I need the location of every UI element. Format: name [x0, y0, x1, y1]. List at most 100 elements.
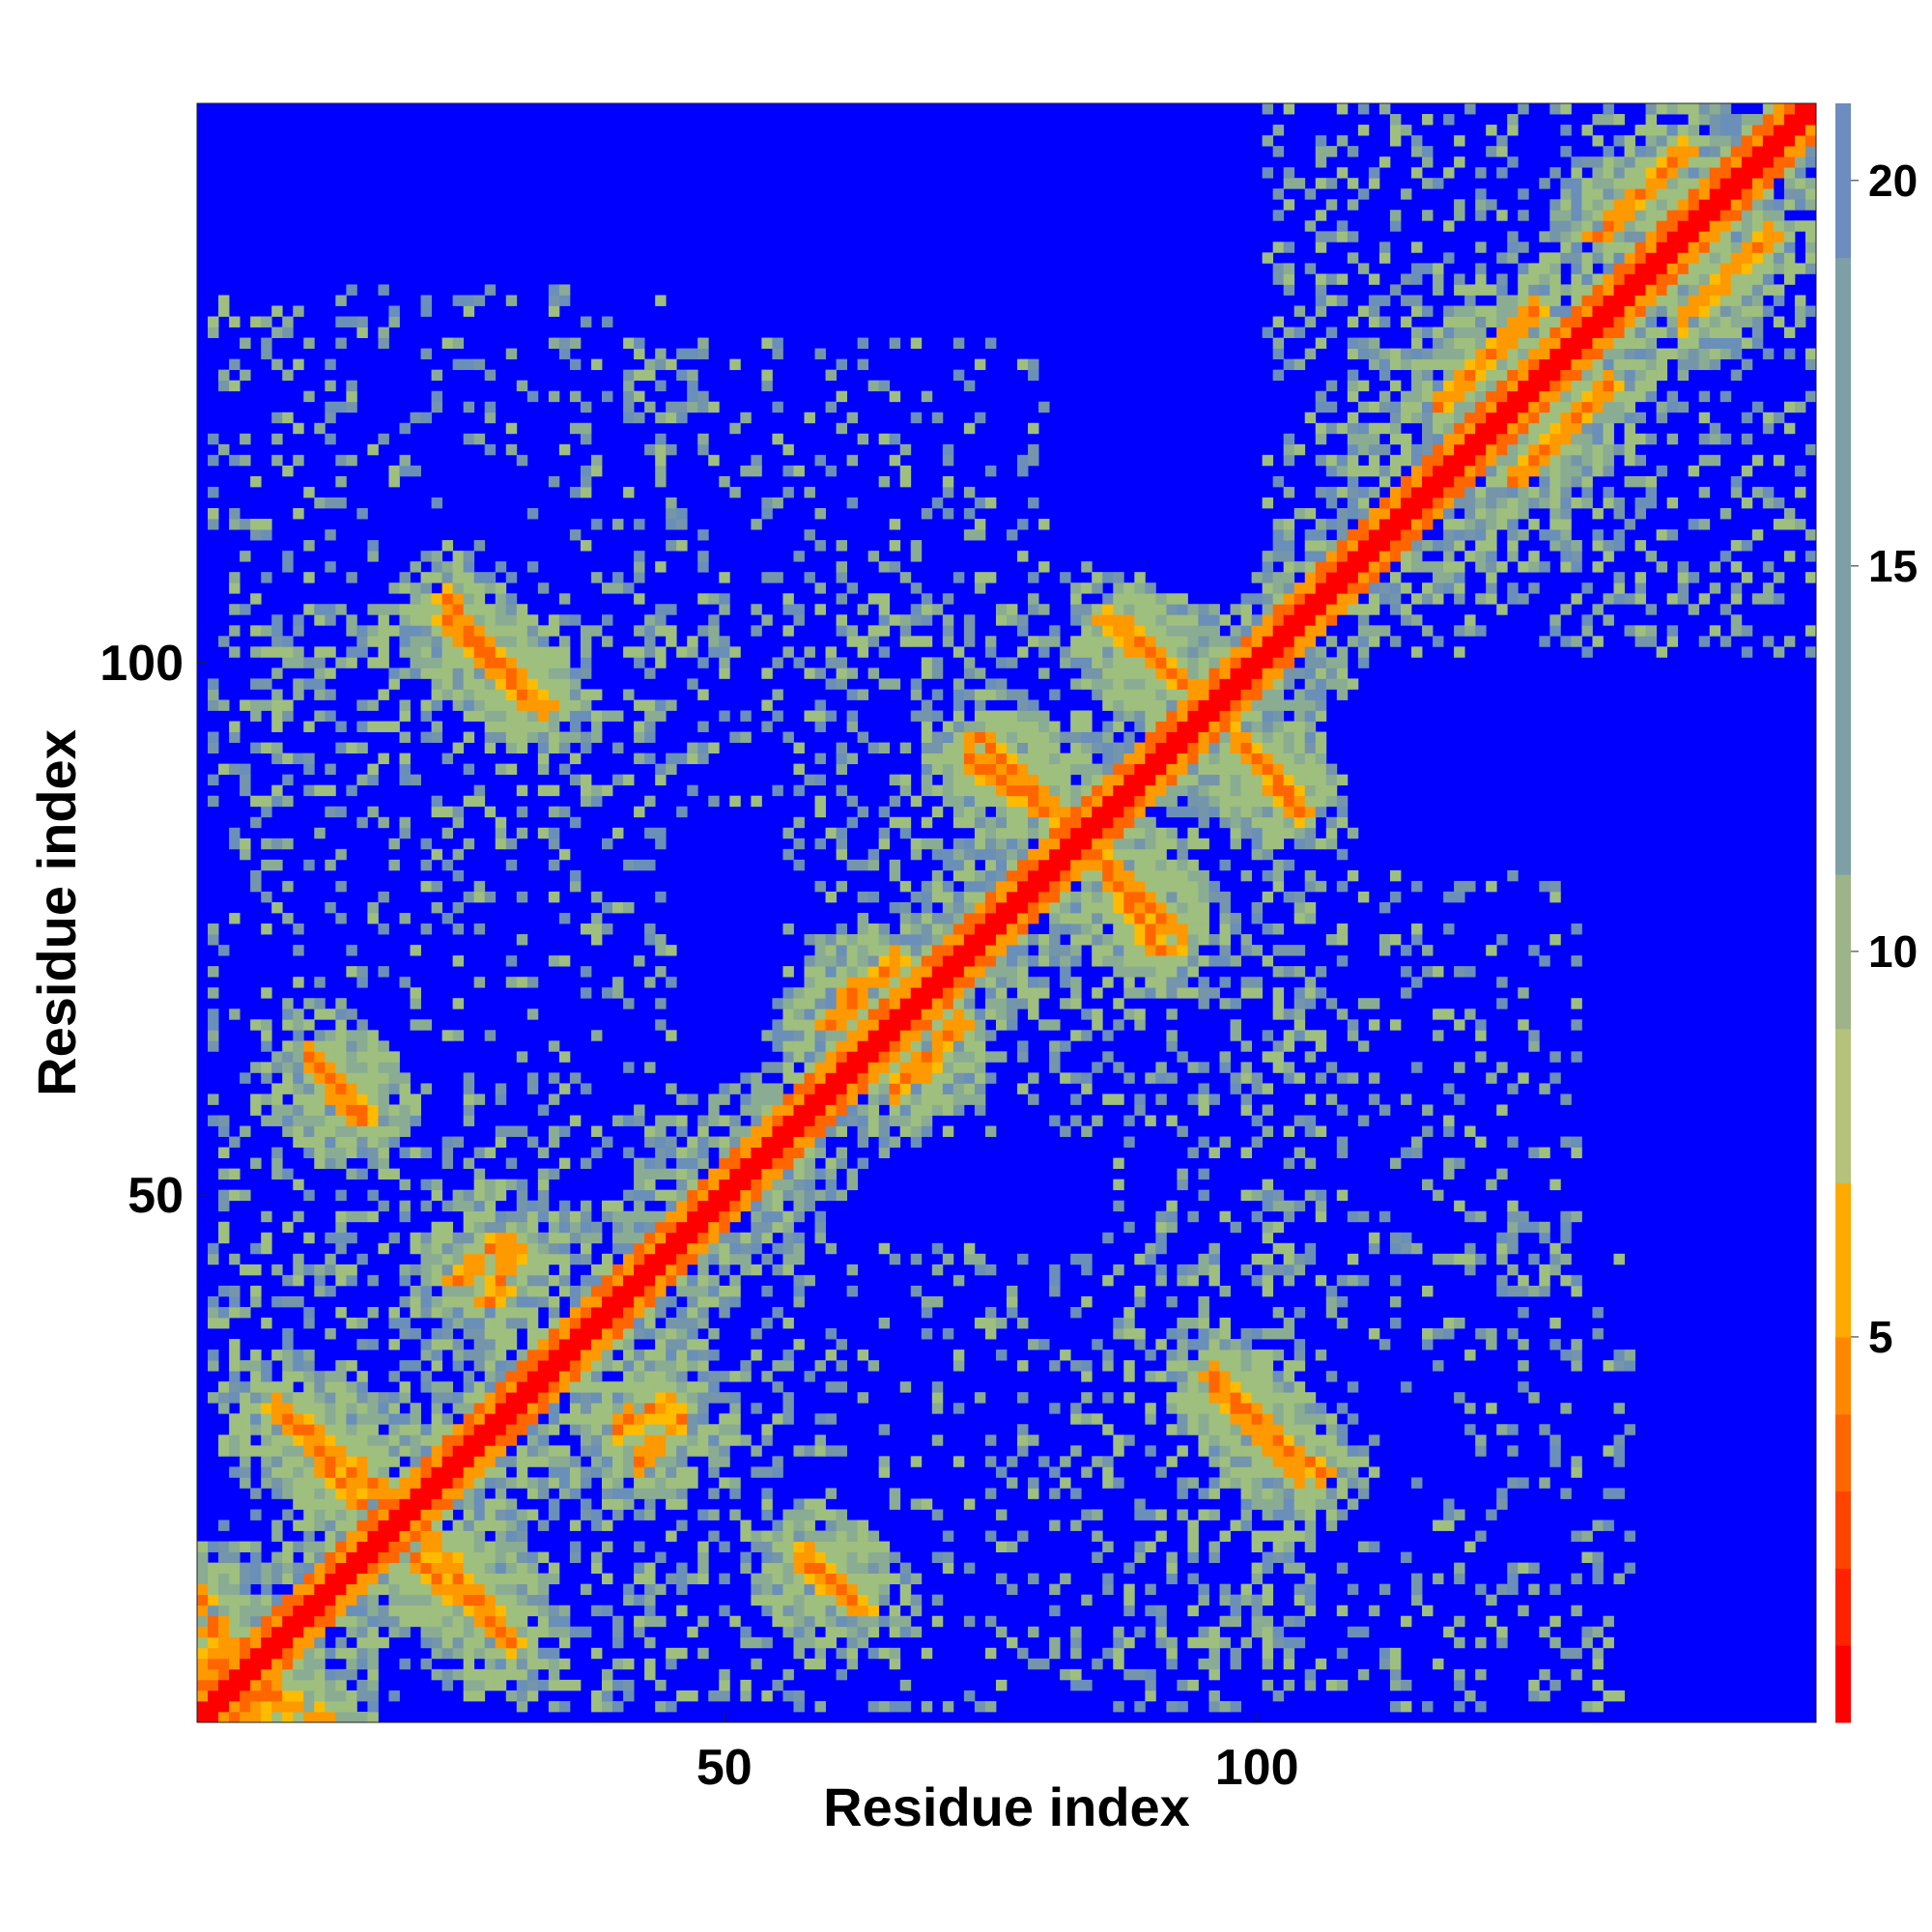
heatmap-cell — [666, 1221, 677, 1234]
heatmap-cell — [505, 1636, 518, 1649]
heatmap-cell — [1049, 636, 1061, 647]
heatmap-cell — [1070, 816, 1082, 829]
heatmap-cell — [367, 1647, 379, 1660]
heatmap-cell — [293, 1413, 304, 1425]
heatmap-cell — [995, 721, 1008, 732]
heatmap-cell — [836, 1509, 848, 1520]
heatmap-cell — [921, 891, 933, 903]
heatmap-cell — [761, 1435, 773, 1446]
heatmap-cell — [676, 1392, 688, 1404]
heatmap-cell — [740, 1679, 752, 1691]
heatmap-cell — [612, 1424, 624, 1435]
heatmap-cell — [250, 1690, 262, 1702]
heatmap-cell — [655, 699, 667, 711]
heatmap-cell — [356, 1626, 368, 1638]
heatmap-cell — [910, 945, 923, 956]
heatmap-cell — [772, 1530, 783, 1542]
heatmap-cell — [952, 753, 965, 765]
heatmap-cell — [697, 593, 709, 605]
heatmap-cell — [580, 742, 592, 754]
heatmap-cell — [399, 827, 411, 839]
heatmap-cell — [1049, 1062, 1061, 1073]
heatmap-cell — [1145, 987, 1156, 999]
heatmap-cell — [367, 1488, 379, 1499]
heatmap-cell — [772, 1083, 783, 1094]
heatmap-cell — [1017, 1647, 1029, 1660]
heatmap-cell — [1123, 1371, 1135, 1382]
heatmap-cell — [1070, 1072, 1082, 1084]
heatmap-cell — [580, 699, 592, 711]
heatmap-cell — [1081, 1253, 1093, 1265]
heatmap-cell — [1060, 977, 1071, 988]
heatmap-cell — [804, 998, 815, 1009]
heatmap-cell — [399, 1562, 411, 1575]
heatmap-cell — [1113, 625, 1124, 637]
heatmap-cell — [1102, 753, 1114, 765]
heatmap-cell — [590, 1445, 603, 1457]
heatmap-cell — [250, 1605, 262, 1617]
heatmap-cell — [952, 806, 965, 818]
heatmap-cell — [697, 1295, 709, 1308]
heatmap-cell — [963, 486, 976, 498]
heatmap-cell — [867, 1541, 880, 1552]
heatmap-cell — [719, 1285, 730, 1297]
heatmap-cell — [452, 806, 465, 818]
heatmap-cell — [644, 1360, 656, 1372]
heatmap-cell — [772, 998, 783, 1009]
heatmap-cell — [356, 1318, 368, 1329]
heatmap-cell — [963, 977, 976, 988]
heatmap-cell — [420, 1520, 432, 1531]
heatmap-cell — [410, 1104, 421, 1116]
heatmap-cell — [729, 1157, 741, 1170]
heatmap-cell — [282, 1690, 294, 1702]
heatmap-cell — [495, 614, 507, 626]
heatmap-cell — [590, 731, 603, 743]
heatmap-cell — [558, 1210, 571, 1223]
heatmap-cell — [942, 1700, 954, 1713]
heatmap-cell — [697, 1232, 709, 1244]
heatmap-cell — [1123, 699, 1135, 711]
heatmap-cell — [740, 1136, 752, 1148]
heatmap-cell — [388, 1456, 400, 1467]
heatmap-cell — [804, 1019, 815, 1031]
heatmap-cell — [431, 401, 443, 413]
heatmap-cell — [346, 1488, 357, 1499]
heatmap-cell — [804, 1083, 815, 1094]
heatmap-cell — [1070, 1253, 1082, 1265]
heatmap-cell — [804, 966, 815, 978]
heatmap-cell — [697, 721, 709, 732]
heatmap-cell — [1177, 625, 1188, 637]
heatmap-cell — [399, 1115, 411, 1126]
heatmap-cell — [612, 1509, 624, 1520]
heatmap-cell — [335, 1072, 347, 1084]
heatmap-cell — [708, 1189, 720, 1202]
heatmap-cell — [729, 1242, 741, 1255]
heatmap-cell — [473, 1690, 486, 1702]
heatmap-cell — [814, 1136, 826, 1148]
heatmap-cell — [1134, 1668, 1146, 1681]
heatmap-cell — [634, 657, 645, 668]
heatmap-cell — [740, 1147, 752, 1159]
heatmap-cell — [303, 678, 315, 690]
heatmap-cell — [590, 1456, 603, 1467]
heatmap-cell — [899, 1019, 912, 1031]
heatmap-cell — [1155, 795, 1167, 808]
heatmap-cell — [1155, 784, 1167, 797]
heatmap-cell — [1113, 742, 1124, 754]
heatmap-cell — [346, 1264, 357, 1276]
heatmap-cell — [505, 1274, 518, 1287]
heatmap-cell — [825, 1530, 837, 1542]
heatmap-cell — [878, 1051, 891, 1063]
heatmap-cell — [495, 1339, 507, 1350]
heatmap-cell — [1113, 848, 1124, 861]
heatmap-cell — [516, 646, 528, 658]
heatmap-cell — [761, 699, 773, 711]
heatmap-cell — [793, 987, 805, 999]
heatmap-cell — [378, 1466, 389, 1478]
heatmap-cell — [708, 1253, 720, 1265]
heatmap-cell — [463, 1115, 475, 1126]
heatmap-cell — [1081, 636, 1093, 647]
heatmap-cell — [889, 1615, 901, 1628]
heatmap-cell — [676, 1339, 688, 1350]
heatmap-cell — [846, 1030, 859, 1041]
